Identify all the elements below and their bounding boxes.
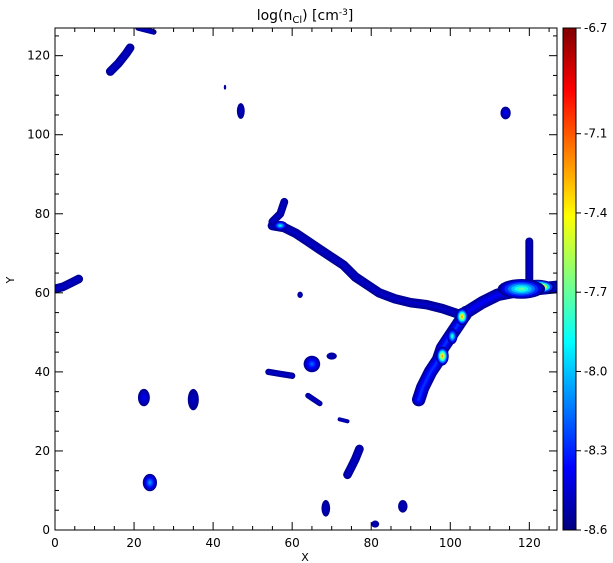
blob-a xyxy=(236,103,245,119)
peak-branch-lower xyxy=(436,346,449,366)
mid-streak-b xyxy=(305,392,323,407)
peak-filament-knee xyxy=(273,220,288,231)
y-tick-label: 80 xyxy=(35,207,50,221)
y-tick-label: 40 xyxy=(35,365,50,379)
colorbar-tick-label: -8.0 xyxy=(584,364,607,378)
small-dash xyxy=(337,417,350,424)
x-tick-label: 100 xyxy=(439,536,462,550)
peak-branch-mid xyxy=(447,328,458,345)
blob-f xyxy=(326,352,337,360)
blob-h xyxy=(187,388,199,411)
top-streak-band xyxy=(137,28,155,33)
peak-branch-lower-band xyxy=(441,354,444,358)
upper-left-streak xyxy=(105,43,135,76)
x-tick-label: 0 xyxy=(51,536,59,550)
blob-e xyxy=(303,355,321,373)
x-tick-label: 120 xyxy=(518,536,541,550)
blob-l xyxy=(371,520,380,528)
blob-c xyxy=(223,84,227,90)
top-streak xyxy=(135,28,157,35)
upper-left-streak-band xyxy=(109,47,131,73)
mid-streak-a-band xyxy=(267,371,293,377)
peak-right-halo-band xyxy=(518,287,525,291)
main-filament-hook-band xyxy=(271,201,285,223)
colorbar-tick-label: -8.3 xyxy=(584,444,607,458)
plot-area-background xyxy=(55,28,557,530)
blob-i-band xyxy=(148,481,151,484)
blob-f-band xyxy=(330,355,333,357)
blob-l-band xyxy=(374,523,376,525)
colorbar-tick-label: -7.4 xyxy=(584,206,607,220)
peak-branch-upper xyxy=(455,307,469,326)
colorbar-tick-label: -7.7 xyxy=(584,285,607,299)
x-axis-ticks: 0 20 40 60 80 100 120 xyxy=(51,28,550,550)
blob-k-band xyxy=(402,505,404,508)
blob-g-band xyxy=(143,396,145,399)
blob-k xyxy=(398,499,408,513)
blob-g xyxy=(137,388,150,407)
main-filament-hook xyxy=(268,197,289,226)
colorbar-tick-label: -8.6 xyxy=(584,523,607,537)
left-edge-spur-band xyxy=(55,278,80,290)
y-axis-label: Y xyxy=(4,276,17,284)
colorbar-tick-label: -6.7 xyxy=(584,21,607,35)
y-tick-label: 0 xyxy=(42,523,50,537)
mid-streak-b-band xyxy=(307,395,321,404)
colorbar-ticks: -6.7 -7.1 -7.4 -7.7 -8.0 -8.3 -8.6 xyxy=(576,21,607,537)
lower-streak xyxy=(343,444,364,480)
blob-j-band xyxy=(325,507,327,510)
main-filament xyxy=(267,220,471,322)
blob-d-band xyxy=(299,294,301,296)
x-tick-label: 80 xyxy=(364,536,379,550)
mid-streak-a xyxy=(265,368,296,379)
colorbar-tick-label: -7.1 xyxy=(584,127,607,141)
x-tick-label: 40 xyxy=(205,536,220,550)
blob-b-band xyxy=(504,112,507,114)
y-tick-label: 20 xyxy=(35,444,50,458)
blob-d xyxy=(297,291,303,298)
small-dash-band xyxy=(339,419,348,422)
blob-b xyxy=(500,106,511,120)
y-axis-ticks: 0 20 40 60 80 100 120 xyxy=(27,35,557,537)
blob-i xyxy=(142,473,158,492)
y-tick-label: 120 xyxy=(27,49,50,63)
lower-streak-band xyxy=(346,448,361,476)
y-tick-label: 100 xyxy=(27,128,50,142)
plot-frame xyxy=(54,27,558,531)
peak-right-halo xyxy=(497,279,546,299)
blob-e-band xyxy=(310,362,314,366)
blob-h-band xyxy=(192,398,195,402)
chart-title: log(nCl) [cm-3] xyxy=(257,8,354,26)
peak-filament-knee-band xyxy=(279,224,282,227)
blob-a-band xyxy=(240,109,242,113)
peak-branch-mid-band xyxy=(451,335,454,338)
x-tick-label: 60 xyxy=(285,536,300,550)
main-filament-band xyxy=(271,224,467,318)
density-layer xyxy=(55,28,557,528)
x-axis-label: X xyxy=(301,551,309,563)
blob-j xyxy=(321,500,331,517)
colorbar xyxy=(562,27,577,531)
left-edge-spur xyxy=(55,274,84,294)
y-tick-label: 60 xyxy=(35,286,50,300)
x-tick-label: 20 xyxy=(126,536,141,550)
peak-branch-upper-band xyxy=(461,315,463,318)
